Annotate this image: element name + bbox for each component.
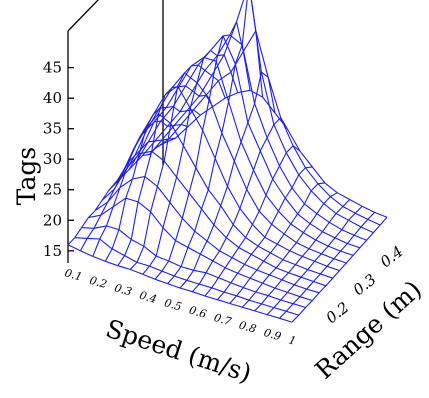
surface-line-speed <box>229 182 325 304</box>
surface-line-speed <box>92 120 189 257</box>
x-tick-label: 0.7 <box>212 311 232 328</box>
z-tick-label: 20 <box>43 211 62 229</box>
surface-line-speed <box>117 85 214 267</box>
surface-line-speed <box>67 143 164 246</box>
z-tick-label: 25 <box>43 181 62 199</box>
z-tick-label: 30 <box>43 150 62 168</box>
x-tick-label: 0.6 <box>188 304 208 321</box>
surface-line-speed <box>129 64 226 270</box>
x-tick-label: 0.9 <box>262 326 282 343</box>
surface-line-range <box>115 85 340 272</box>
surface-line-speed <box>79 137 176 252</box>
z-tick-label: 15 <box>43 242 62 260</box>
surface-line-range <box>148 0 374 234</box>
surface-line-speed <box>191 117 288 293</box>
x-tick-label: 0.5 <box>163 296 183 313</box>
surface-line-range <box>81 225 306 309</box>
z-tick-label: 35 <box>43 120 62 138</box>
surface-line-speed <box>154 21 251 280</box>
surface-line-range <box>162 89 388 218</box>
back-top-edge <box>67 0 99 32</box>
surface-line-speed <box>266 205 363 315</box>
surface-line-range <box>135 35 361 249</box>
y-tick-label: 0.3 <box>350 270 380 299</box>
x-tick-label: 0.1 <box>63 266 83 283</box>
x-tick-label: 1 <box>287 333 297 347</box>
surface-line-speed <box>104 105 201 262</box>
x-tick-label: 0.8 <box>237 318 257 335</box>
x-tick-label: 0.2 <box>88 274 108 291</box>
x-tick-label: 0.3 <box>113 281 133 298</box>
surface-line-speed <box>241 192 338 308</box>
surface-line-speed <box>179 71 276 289</box>
surface-line-speed <box>254 199 351 312</box>
surface-line-speed <box>279 212 375 319</box>
surface-line-speed <box>216 166 313 301</box>
y-tick-label: 0.4 <box>377 242 407 271</box>
z-axis-title: Tags <box>12 147 41 205</box>
surface-line-speed <box>291 216 388 323</box>
z-tick-label: 40 <box>43 89 62 107</box>
x-tick-label: 0.4 <box>138 289 158 306</box>
y-tick-label: 0.2 <box>322 298 352 327</box>
surface-line-speed <box>204 145 301 297</box>
surface-line-range <box>155 30 381 226</box>
surface-line-speed <box>142 49 239 275</box>
surface-line-speed <box>167 0 264 284</box>
x-axis-title: Speed (m/s) <box>102 314 255 388</box>
z-tick-label: 45 <box>43 59 62 77</box>
axes-frame <box>67 0 164 263</box>
surface-mesh <box>67 0 388 323</box>
